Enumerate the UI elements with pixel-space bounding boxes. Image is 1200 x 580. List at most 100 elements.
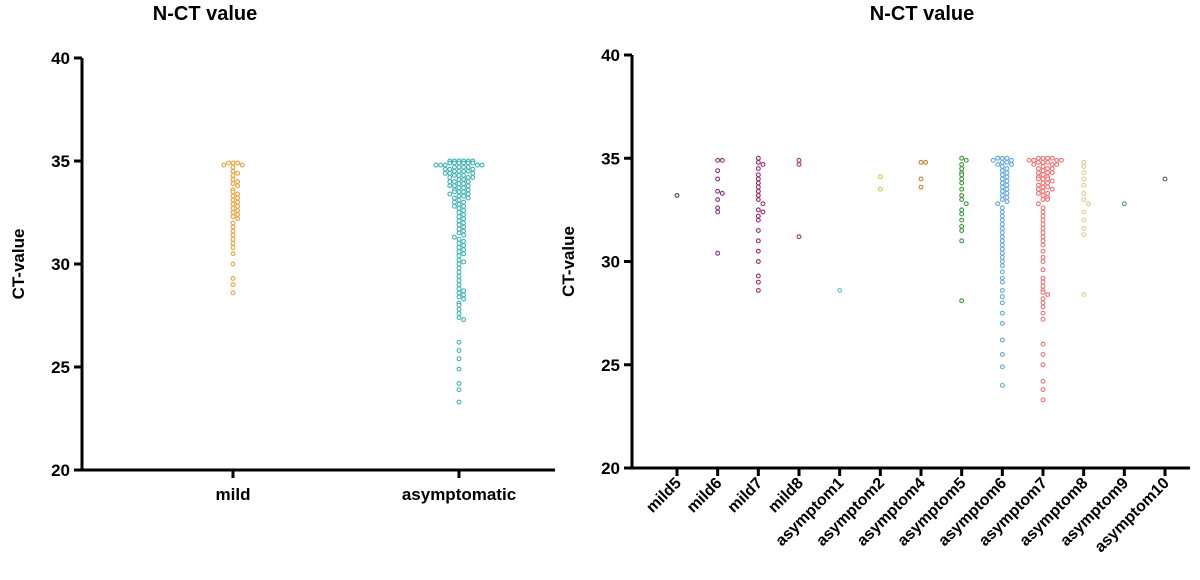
data-point [461,247,467,253]
data-point [755,259,761,264]
data-point [235,191,241,197]
data-point [959,172,965,178]
data-point [959,217,965,223]
y-tick-label: 30 [51,255,70,274]
data-point [1040,310,1046,316]
data-point [999,230,1005,236]
data-point [230,168,236,174]
data-point [999,164,1005,169]
data-point [470,160,476,166]
data-point [995,201,1001,207]
data-point [1004,170,1010,176]
data-point [230,210,236,215]
data-point [999,213,1005,219]
data-point [239,162,245,168]
data-point [235,199,241,205]
x-tick-label: mild [216,485,251,504]
y-tick-label: 40 [601,46,620,65]
data-point [456,226,462,232]
data-point [1040,197,1046,203]
data-point [999,221,1005,227]
data-point [999,155,1005,161]
data-point [451,203,457,209]
data-point [456,269,462,275]
data-point [999,172,1005,178]
data-point [755,217,761,223]
data-point [456,286,462,292]
data-point [470,170,476,176]
data-point [461,224,467,230]
data-point [959,228,965,233]
data-point [999,364,1005,370]
data-point [447,183,453,189]
data-point [1040,168,1046,174]
data-point [999,263,1005,269]
data-point [755,184,761,190]
data-point [230,164,236,170]
data-point [1040,242,1046,248]
data-point [1035,176,1041,182]
data-point [461,203,467,209]
data-point [225,160,231,166]
data-point [796,161,802,167]
data-point [230,232,236,238]
data-point [1045,184,1051,190]
data-point [755,213,761,219]
data-point [755,172,761,178]
data-point [715,157,721,163]
data-point [1045,170,1051,176]
data-point [755,207,761,213]
data-point [456,168,462,174]
data-point [1040,290,1046,295]
data-point [959,211,965,217]
data-point [456,201,462,207]
data-point [1009,157,1014,163]
data-point [461,160,467,166]
data-point [461,220,467,226]
data-point [1031,161,1037,167]
data-point [999,250,1005,256]
data-point [999,159,1005,165]
data-point [1040,213,1046,219]
data-point [1035,201,1041,207]
data-point [456,356,462,362]
data-point [451,183,457,189]
data-point [796,157,802,163]
y-axis-label: CT-value [559,226,578,297]
data-point [1040,362,1046,368]
data-point [999,234,1005,240]
data-point [451,234,457,240]
data-point [755,197,761,203]
data-point [456,218,462,224]
data-point [999,246,1005,252]
data-point [715,188,721,194]
data-point [999,287,1005,293]
data-point [451,195,457,201]
data-point [990,157,996,163]
data-point [465,179,471,185]
data-point [1031,157,1037,163]
data-point [442,166,448,172]
data-point [230,214,236,220]
data-point [474,162,480,168]
data-point [461,216,467,222]
data-point [877,186,883,192]
data-point [755,166,761,172]
data-point [959,207,965,213]
data-point [999,259,1005,264]
data-point [999,269,1005,275]
data-point [999,382,1005,388]
data-point [456,261,462,267]
data-point [456,399,462,405]
data-point [755,188,761,194]
data-point [1040,234,1046,240]
data-point [1081,182,1087,188]
data-point [755,192,761,198]
data-point [715,250,721,256]
data-point [1040,180,1046,186]
data-point [230,240,236,246]
data-point [1040,230,1046,236]
data-point [674,192,680,198]
y-tick-label: 20 [601,459,620,478]
data-point [1081,209,1087,215]
